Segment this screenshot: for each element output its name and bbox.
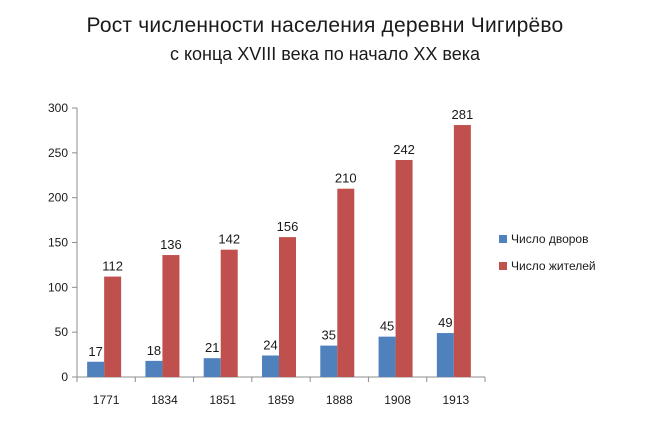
chart-data-labels: 17 112 18 136 21 142 24 156 35 210 45 242 49 281 xyxy=(88,107,473,359)
chart-legend: Число дворов Число жителей xyxy=(499,232,596,273)
bar-residents-1771 xyxy=(104,276,122,377)
y-tick-label: 150 xyxy=(48,236,68,250)
bar-households-1908 xyxy=(378,336,396,377)
chart-bars xyxy=(87,125,471,377)
data-label: 18 xyxy=(147,343,161,358)
x-tick-label: 1834 xyxy=(151,393,178,407)
data-label: 156 xyxy=(277,219,299,234)
y-tick-label: 250 xyxy=(48,146,68,160)
data-label: 210 xyxy=(335,171,357,186)
data-label: 136 xyxy=(160,237,182,252)
data-label: 242 xyxy=(393,142,415,157)
bar-residents-1908 xyxy=(395,160,413,377)
data-label: 281 xyxy=(452,107,474,122)
y-tick-label: 100 xyxy=(48,280,68,294)
bar-households-1913 xyxy=(436,333,454,377)
x-tick-label: 1913 xyxy=(443,393,470,407)
data-label: 112 xyxy=(102,259,123,274)
y-tick-label: 0 xyxy=(61,370,68,384)
legend-swatch xyxy=(499,235,507,243)
bar-households-1888 xyxy=(320,345,338,377)
y-tick-label: 50 xyxy=(55,325,69,339)
bar-households-1859 xyxy=(262,355,279,377)
bar-residents-1888 xyxy=(337,188,355,377)
bar-residents-1859 xyxy=(279,237,296,377)
legend-label: Число жителей xyxy=(511,259,596,273)
data-label: 49 xyxy=(438,315,452,330)
data-label: 35 xyxy=(322,328,336,343)
x-tick-label: 1888 xyxy=(326,393,353,407)
y-tick-label: 300 xyxy=(48,101,68,115)
bar-households-1771 xyxy=(87,361,105,377)
y-tick-label: 200 xyxy=(48,191,68,205)
bar-households-1851 xyxy=(203,358,221,377)
bar-residents-1834 xyxy=(162,255,180,377)
x-tick-label: 1851 xyxy=(209,393,236,407)
data-label: 45 xyxy=(380,319,394,334)
chart-title: Рост численности населения деревни Чигир… xyxy=(86,14,564,37)
x-tick-label: 1908 xyxy=(384,393,411,407)
data-label: 21 xyxy=(205,340,219,355)
legend-swatch xyxy=(499,262,507,270)
x-tick-label: 1771 xyxy=(93,393,120,407)
chart-subtitle: с конца XVIII века по начало XX века xyxy=(169,44,481,64)
bar-residents-1851 xyxy=(220,249,238,377)
bar-residents-1913 xyxy=(453,125,471,377)
chart-axes: 0 50 100 150 200 250 300 1771 1834 1851 1859 1888 19… xyxy=(48,101,486,407)
legend-label: Число дворов xyxy=(511,232,588,246)
x-tick-label: 1859 xyxy=(268,393,295,407)
data-label: 24 xyxy=(263,337,277,352)
data-label: 17 xyxy=(88,344,102,359)
data-label: 142 xyxy=(218,232,240,247)
bar-households-1834 xyxy=(145,360,163,377)
